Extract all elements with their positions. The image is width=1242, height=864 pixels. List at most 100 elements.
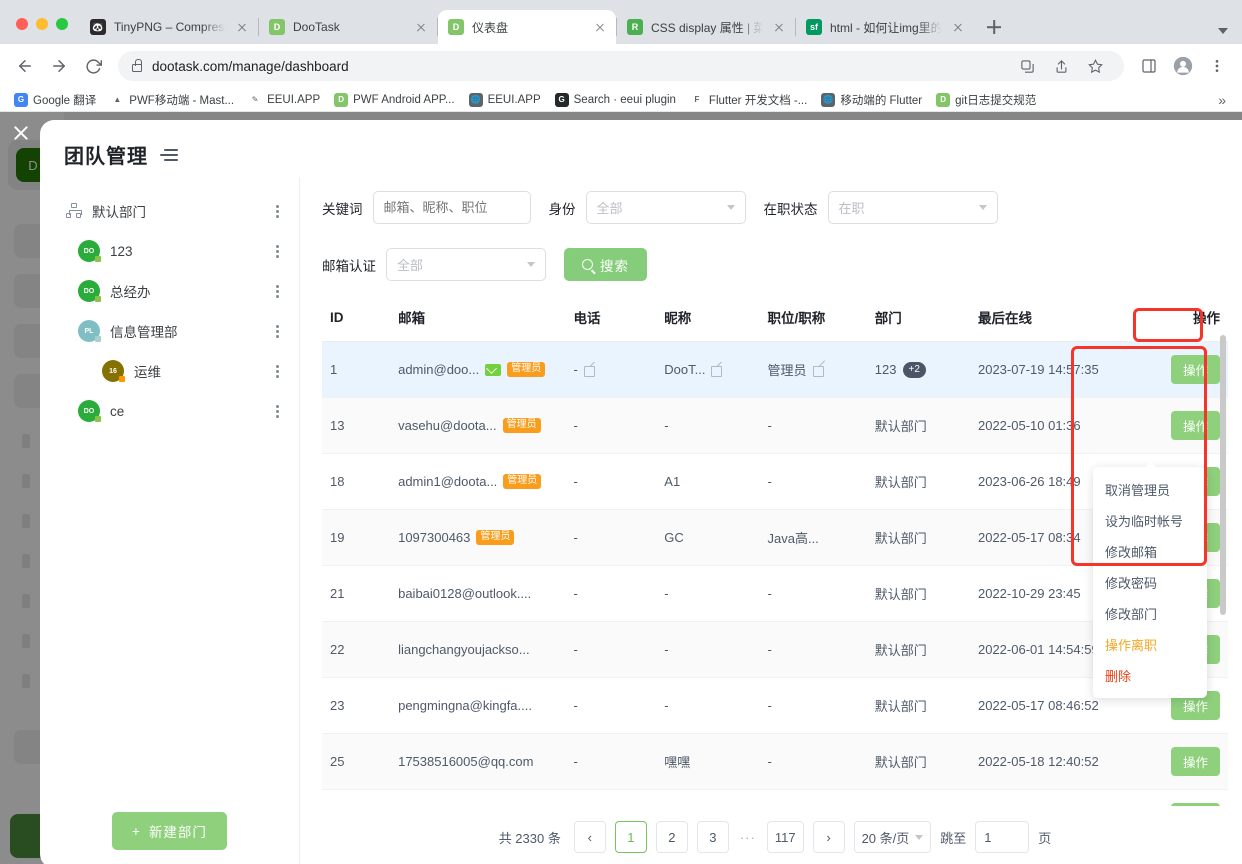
rail-item-2 (22, 474, 30, 488)
browser-tab[interactable]: sf html - 如何让img里的图片 (796, 10, 974, 44)
department-row[interactable]: DO 总经办 (40, 271, 299, 311)
search-button[interactable]: 搜索 (564, 248, 647, 281)
minimize-window-button[interactable] (36, 18, 48, 30)
row-operation-button[interactable]: 操作 (1170, 747, 1220, 776)
bookmark-item[interactable]: ▲ PWF移动端 - Mast... (104, 90, 240, 110)
forward-button[interactable] (44, 51, 74, 81)
more-options-icon[interactable] (269, 363, 285, 379)
more-options-icon[interactable] (269, 323, 285, 339)
more-options-icon[interactable] (269, 203, 285, 219)
close-icon[interactable] (592, 19, 608, 35)
sidepanel-icon[interactable] (1134, 51, 1164, 81)
bookmark-item[interactable]: 🌐 移动端的 Flutter (815, 90, 928, 110)
table-row[interactable]: 25 17538516005@qq.com - 嘿嘿 - 默认部门 2022-05-18 1… (322, 733, 1228, 790)
browser-tab[interactable]: 🐼 TinyPNG – Compress We (80, 10, 258, 44)
dropdown-menu-item[interactable]: 修改密码 (1105, 576, 1158, 591)
department-row[interactable]: 默认部门 (40, 191, 299, 231)
browser-menu-icon[interactable] (1202, 51, 1232, 81)
edit-icon[interactable] (812, 363, 826, 377)
department-name: 123 (110, 243, 133, 259)
browser-tab[interactable]: R CSS display 属性 | 菜鸟教 (617, 10, 795, 44)
bookmark-star-icon[interactable] (1080, 51, 1110, 81)
row-operation-button[interactable]: 操作 (1170, 691, 1220, 720)
address-bar[interactable]: dootask.com/manage/dashboard (118, 51, 1124, 81)
cell-phone: - (565, 341, 657, 398)
edit-icon[interactable] (583, 363, 597, 377)
browser-tab[interactable]: D DooTask (259, 10, 437, 44)
page-number-button[interactable]: 1 (614, 821, 647, 853)
page-number-button[interactable]: 2 (655, 821, 688, 853)
maximize-window-button[interactable] (56, 18, 68, 30)
more-options-icon[interactable] (269, 243, 285, 259)
table-row[interactable]: 23 pengmingna@kingfa.... - - - 默认部门 2022-05-17… (322, 677, 1228, 734)
cell-email: 17538516005@qq.com (390, 733, 566, 790)
column-header: 邮箱 (390, 293, 566, 342)
table-scrollbar[interactable] (1220, 335, 1226, 615)
page-size-select[interactable]: 20 条/页 (853, 821, 932, 853)
edit-icon[interactable] (711, 363, 724, 377)
search-input[interactable] (372, 191, 531, 224)
bookmark-item[interactable]: D PWF Android APP... (328, 91, 460, 109)
mail-verify-select[interactable]: 全部 (386, 248, 546, 281)
bookmark-item[interactable]: F Flutter 开发文档 -... (684, 90, 813, 110)
department-row[interactable]: DO 123 (40, 231, 299, 271)
dropdown-menu-item[interactable]: 修改邮箱 (1105, 545, 1158, 560)
reload-button[interactable] (78, 51, 108, 81)
row-operation-button[interactable]: 操作 (1170, 411, 1220, 440)
page-number-button[interactable]: 3 (696, 821, 729, 853)
tabstrip-overflow[interactable] (1218, 28, 1242, 44)
dropdown-menu-item[interactable]: 设为临时帐号 (1105, 514, 1184, 529)
dropdown-menu-item[interactable]: 操作离职 (1105, 638, 1158, 653)
position-text: - (767, 698, 772, 713)
close-icon[interactable] (10, 122, 32, 144)
identity-select[interactable]: 全部 (585, 191, 746, 224)
table-row[interactable]: 13 vasehu@doota... 管理员 - - - 默认部门 2022-05-10 01… (322, 397, 1228, 454)
mail-verify-label: 邮箱认证 (322, 258, 376, 274)
dropdown-menu-item[interactable]: 修改部门 (1105, 607, 1158, 622)
close-icon[interactable] (413, 19, 429, 35)
status-select[interactable]: 在职 (827, 191, 998, 224)
dropdown-menu-item[interactable]: 取消管理员 (1105, 483, 1171, 498)
phone-text: - (573, 418, 578, 433)
phone-text: - (573, 642, 578, 657)
window-traffic-lights[interactable] (10, 18, 80, 44)
rail-item-7 (22, 674, 30, 688)
close-icon[interactable] (950, 19, 966, 35)
close-window-button[interactable] (16, 18, 28, 30)
close-icon[interactable] (771, 19, 787, 35)
cell-department: 默认部门 (866, 509, 970, 566)
row-operation-button[interactable]: 操作 (1170, 803, 1220, 806)
department-row[interactable]: DO ce (40, 391, 299, 431)
row-operation-button[interactable]: 操作 (1170, 355, 1220, 384)
profile-avatar[interactable] (1168, 51, 1198, 81)
bookmark-item[interactable]: ✎ EEUI.APP (242, 91, 326, 109)
translate-icon[interactable] (1012, 51, 1042, 81)
next-page-button[interactable]: › (812, 821, 845, 853)
more-options-icon[interactable] (269, 283, 285, 299)
chevron-down-icon[interactable] (1218, 28, 1228, 34)
last-page-button[interactable]: 117 (766, 821, 804, 853)
prev-page-button[interactable]: ‹ (573, 821, 606, 853)
more-options-icon[interactable] (269, 403, 285, 419)
department-row[interactable]: PL 信息管理部 (40, 311, 299, 351)
dropdown-menu-item[interactable]: 删除 (1105, 669, 1132, 684)
cell-department: 默认部门 (866, 733, 970, 790)
table-row[interactable]: 1 admin@doo... 管理员 - DooT... 管理员 123 +2 2023-07-… (322, 341, 1228, 398)
cell-email: huotian1112@163.com (390, 789, 566, 806)
add-department-button[interactable]: + 新建部门 (112, 812, 227, 850)
bookmark-item[interactable]: G Google 翻译 (8, 90, 102, 110)
share-icon[interactable] (1046, 51, 1076, 81)
list-view-icon[interactable] (160, 148, 178, 162)
new-tab-button[interactable] (980, 13, 1008, 41)
bookmarks-overflow-icon[interactable]: » (1218, 91, 1226, 108)
bookmark-item[interactable]: G Search · eeui plugin (549, 91, 682, 109)
browser-tab[interactable]: D 仪表盘 (438, 10, 616, 44)
department-row[interactable]: 16 运维 (40, 351, 299, 391)
back-button[interactable] (10, 51, 40, 81)
bookmark-item[interactable]: 🌐 EEUI.APP (463, 91, 547, 109)
close-icon[interactable] (234, 19, 250, 35)
jump-page-input[interactable] (975, 821, 1030, 853)
phone-text: - (573, 754, 578, 769)
